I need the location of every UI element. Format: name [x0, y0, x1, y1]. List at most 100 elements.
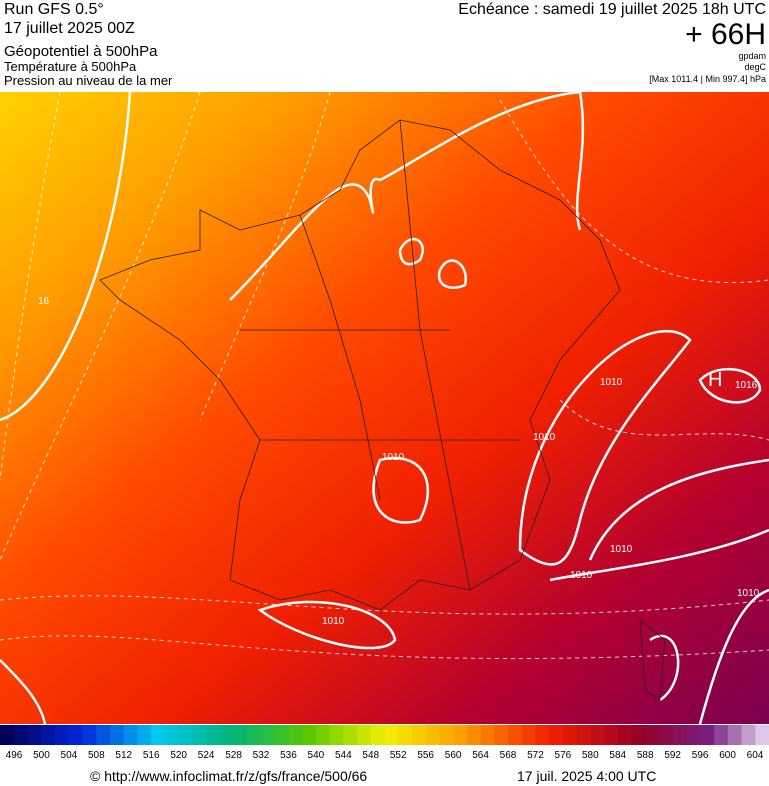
color-swatch	[27, 725, 42, 745]
color-swatch	[398, 725, 413, 745]
color-swatch	[192, 725, 207, 745]
colorbar-label: 528	[225, 750, 242, 761]
contour-label: 1010	[610, 544, 633, 555]
colorbar-label: 560	[445, 750, 462, 761]
colorbar: 496 500 504 508 512 516 520 524 528 532 536 540 544 5…	[0, 725, 769, 761]
colorbar-label: 496	[6, 750, 23, 761]
colorbar-label: 552	[390, 750, 407, 761]
contour-label: 1010	[533, 432, 556, 443]
colorbar-label: 500	[33, 750, 50, 761]
colorbar-label: 540	[308, 750, 325, 761]
color-swatch	[164, 725, 180, 745]
valid-time: Echéance : samedi 19 juillet 2025 18h UT…	[458, 1, 766, 18]
contour-label: 1010	[322, 616, 345, 627]
contour-label: 1010	[737, 588, 760, 599]
colorbar-label: 544	[335, 750, 352, 761]
colorbar-label: 568	[500, 750, 517, 761]
color-swatch	[755, 725, 769, 745]
color-swatch	[686, 725, 701, 745]
color-swatch	[109, 725, 125, 745]
colorbar-label: 512	[115, 750, 132, 761]
color-swatch	[590, 725, 605, 745]
color-swatch	[178, 725, 193, 745]
contour-label: 1010	[570, 570, 593, 581]
field-title: Géopotentiel à 500hPa	[4, 43, 158, 60]
color-swatch	[137, 725, 152, 745]
run: Run GFS 0.5°	[4, 1, 104, 18]
color-swatch	[370, 725, 385, 745]
color-swatch	[384, 725, 399, 745]
color-swatch	[205, 725, 221, 745]
color-swatch	[604, 725, 619, 745]
colorbar-label: 588	[637, 750, 654, 761]
pressure-range: [Max 1011.4 | Min 997.4] hPa	[649, 74, 766, 84]
color-swatch	[151, 725, 166, 745]
color-swatch	[357, 725, 372, 745]
color-swatch	[453, 725, 468, 745]
source: © http://www.infoclimat.fr/z/gfs/france/…	[90, 768, 367, 784]
color-swatch	[549, 725, 564, 745]
color-swatch	[13, 725, 28, 745]
borders	[99, 119, 666, 701]
color-swatch	[219, 725, 234, 745]
color-swatch	[315, 725, 331, 745]
color-swatch	[576, 725, 591, 745]
color-swatch	[260, 725, 276, 745]
color-swatch	[480, 725, 495, 745]
color-swatch	[0, 725, 15, 745]
color-swatch	[727, 725, 743, 745]
colorbar-label: 548	[362, 750, 379, 761]
contour-label: 1010	[600, 377, 623, 388]
colorbar-label: 556	[417, 750, 434, 761]
color-swatch	[494, 725, 509, 745]
color-swatch	[521, 725, 537, 745]
colorbar-label: 520	[170, 750, 187, 761]
isobars	[0, 90, 769, 725]
colorbar-label: 524	[198, 750, 215, 761]
color-swatch	[535, 725, 550, 745]
color-swatch	[411, 725, 427, 745]
map-field	[0, 92, 769, 724]
color-swatch	[700, 725, 715, 745]
run-date: 17 juillet 2025 00Z	[4, 20, 135, 37]
colorbar-label: 576	[555, 750, 572, 761]
field-subtitle: Température à 500hPa	[4, 59, 137, 74]
color-swatch	[274, 725, 289, 745]
color-swatch	[233, 725, 248, 745]
color-swatch	[247, 725, 262, 745]
map: 1010 1010 1010 1010 1010 1010 1016 H 16 …	[0, 90, 769, 725]
color-swatch	[302, 725, 317, 745]
colorbar-label: 596	[692, 750, 709, 761]
colorbar-label: 592	[664, 750, 681, 761]
colorbar-label: 516	[143, 750, 160, 761]
colorbar-label: 600	[719, 750, 736, 761]
colorbar-label: 580	[582, 750, 599, 761]
color-swatch	[439, 725, 454, 745]
color-swatch	[96, 725, 111, 745]
color-swatch	[41, 725, 56, 745]
colorbar-label: 508	[88, 750, 105, 761]
contour-label: 1010	[382, 452, 405, 463]
colorbar-label: 504	[61, 750, 78, 761]
color-swatch	[659, 725, 674, 745]
color-swatch	[82, 725, 97, 745]
color-swatch	[672, 725, 688, 745]
color-swatch	[343, 725, 358, 745]
color-swatch	[714, 725, 729, 745]
high-marker: H	[708, 369, 722, 391]
color-swatch	[563, 725, 578, 745]
color-swatch	[741, 725, 756, 745]
colorbar-label: 564	[472, 750, 489, 761]
footer-time: 17 juil. 2025 4:00 UTC	[517, 768, 656, 784]
lead-time: + 66H	[685, 18, 766, 51]
colorbar-label: 572	[527, 750, 544, 761]
unit: degC	[744, 62, 766, 72]
color-swatch	[329, 725, 344, 745]
contour-label: 1016	[735, 380, 758, 391]
colorbar-label: 604	[747, 750, 764, 761]
isotherms	[0, 91, 769, 660]
color-swatch	[617, 725, 633, 745]
color-swatch	[123, 725, 138, 745]
color-swatch	[508, 725, 523, 745]
contour-label: 16	[38, 296, 50, 307]
